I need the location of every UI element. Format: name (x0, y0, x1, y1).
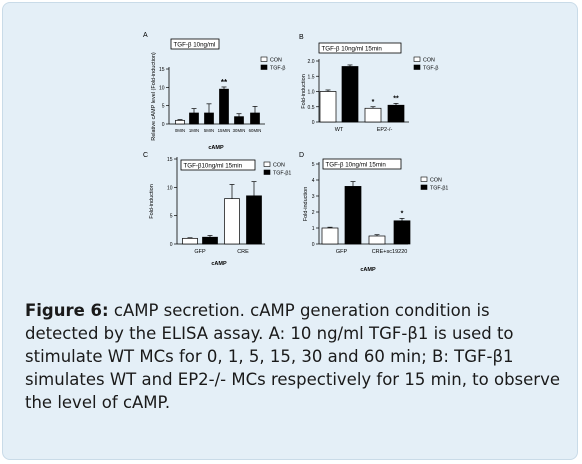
panel-b-ytick-label-1: 0.5 (308, 105, 315, 111)
panel-c-bar-1-0 (224, 198, 240, 245)
panel-b-bar-1-1 (387, 104, 405, 123)
panel-d-ylabel: Fold-induction (303, 187, 309, 222)
panel-a-bar-1 (189, 112, 199, 125)
caption-label: Figure 6: (25, 301, 109, 320)
panel-a-label-box (170, 38, 220, 50)
panel-a-xlabel: cAMP (208, 145, 224, 151)
panel-c-ylabel: Fold-induction (149, 184, 155, 219)
panel-a-letter: A (143, 32, 148, 39)
panel-b-legend-label-1: TGF-β (423, 66, 438, 72)
panel-b-letter: B (299, 34, 304, 41)
panel-a-category-5: 60MIN (249, 128, 262, 133)
panel-c-bar-0-0 (182, 237, 198, 245)
panel-a-bar-4 (234, 116, 244, 125)
panel-b-label-text: TGF-β 10ng/ml 15min (322, 46, 383, 53)
panel-c-category-0: GFP (194, 249, 206, 255)
panel-b-ytick-label-4: 2.0 (308, 59, 315, 65)
panel-d-category-0: GFP (336, 249, 348, 255)
panel-a-category-1: 1MIN (189, 128, 199, 133)
panel-d-xlabel: cAMP (360, 267, 376, 273)
panel-c-ytick-label-3: 15 (167, 157, 173, 163)
panel-b-legend-swatch-0 (413, 56, 421, 62)
panel-a-category-2: 5MIN (204, 128, 214, 133)
panel-b-category-1: EP2-/- (377, 127, 393, 133)
panel-c-ytick-label-0: 0 (170, 242, 173, 248)
panel-a-bar-2 (204, 112, 214, 125)
panel-d-ytick-label-3: 3 (312, 194, 315, 200)
panel-c-label-text: TGF-β10ng/ml 15min (184, 163, 243, 170)
panel-d-bar-1-0 (368, 235, 386, 245)
panel-b-annotation-1-1: ** (393, 95, 399, 102)
panel-b-bar-0-1 (341, 66, 359, 123)
panel-d-legend-label-1: TGF-β1 (430, 186, 448, 192)
panel-d-label-text: TGF-β 10ng/ml 15min (326, 162, 387, 169)
panel-d-letter: D (299, 152, 304, 159)
panel-d-bar-0-1 (344, 186, 362, 245)
panel-b-ytick-label-3: 1.5 (308, 74, 315, 80)
panel-c-bar-0-1 (202, 236, 218, 245)
panel-d-annotation-1-1: * (401, 210, 404, 217)
panel-a-ylabel: Relative cAMP level (Fold-induction) (151, 52, 157, 141)
panel-d-legend-swatch-0 (420, 176, 428, 182)
panel-c-ytick-label-1: 5 (170, 214, 173, 220)
panel-a-category-4: 30MIN (233, 128, 246, 133)
panel-a-annotation-3: ** (221, 78, 228, 87)
panel-a-bar-5 (250, 112, 260, 125)
panel-b-annotation-1-0: * (372, 99, 375, 106)
panel-a-bar-0 (175, 119, 185, 125)
panel-d-label-box (322, 158, 402, 170)
panel-d-legend-label-0: CON (430, 178, 442, 184)
panel-c-ytick-label-2: 10 (167, 185, 173, 191)
panel-b-legend-label-0: CON (423, 58, 435, 64)
panel-a-ytick-label-2: 10 (159, 85, 165, 91)
panel-b-ytick-label-0: 0 (312, 120, 315, 126)
panel-b-category-0: WT (335, 127, 344, 133)
panel-c-category-1: CRE (237, 249, 249, 255)
figure-panel: A TGF-β 10ng/ml 0 5 10 15 Relative cAMP level … (2, 2, 578, 460)
panel-d-bar-1-1 (393, 220, 411, 245)
panel-d-bar-0-0 (321, 227, 339, 245)
panel-b-ylabel: Fold-induction (301, 74, 307, 109)
panel-a-legend-swatch-1 (260, 64, 268, 70)
panel-a-bar-3 (219, 88, 229, 125)
panel-c-label-box (180, 159, 256, 171)
panel-c-legend-swatch-0 (263, 161, 271, 167)
panel-d-ytick-label-5: 5 (312, 162, 315, 168)
panel-a-category-3: 15MIN (218, 128, 231, 133)
panel-a-label-text: TGF-β 10ng/ml (174, 42, 216, 49)
panel-a-legend-label-1: TGF-β (270, 66, 285, 72)
panel-c-legend-label-0: CON (273, 163, 285, 169)
panel-c-legend-swatch-1 (263, 169, 271, 175)
panel-d-ytick-label-0: 0 (312, 242, 315, 248)
panel-c-xlabel: cAMP (211, 261, 227, 267)
panel-b-bar-0-0 (319, 91, 337, 123)
panel-d-legend-swatch-1 (420, 184, 428, 190)
panel-d-ytick-label-4: 4 (312, 178, 315, 184)
panel-a-ytick-label-0: 0 (162, 122, 165, 128)
figure-caption: Figure 6: cAMP secretion. cAMP generatio… (25, 299, 565, 414)
panel-c-bar-1-1 (246, 195, 262, 245)
panel-d-ytick-label-2: 2 (312, 210, 315, 216)
panel-c-legend-label-1: TGF-β1 (273, 171, 291, 177)
panel-d-category-1: CRE+sc19220 (372, 249, 408, 255)
panel-b-bar-1-0 (364, 107, 382, 123)
panel-a-ytick-label-1: 5 (162, 104, 165, 110)
panel-a-legend-label-0: CON (270, 58, 282, 64)
panel-a-category-0: 0MIN (175, 128, 185, 133)
panel-c-letter: C (143, 152, 148, 159)
panel-b-legend-swatch-1 (413, 64, 421, 70)
panel-b-ytick-label-2: 1.0 (308, 90, 315, 96)
panel-a-ytick-label-3: 15 (159, 67, 165, 73)
panel-a-legend-swatch-0 (260, 56, 268, 62)
panel-b-label-box (318, 42, 402, 54)
panel-d-ytick-label-1: 1 (312, 226, 315, 232)
caption-text: cAMP secretion. cAMP generation conditio… (25, 301, 561, 412)
